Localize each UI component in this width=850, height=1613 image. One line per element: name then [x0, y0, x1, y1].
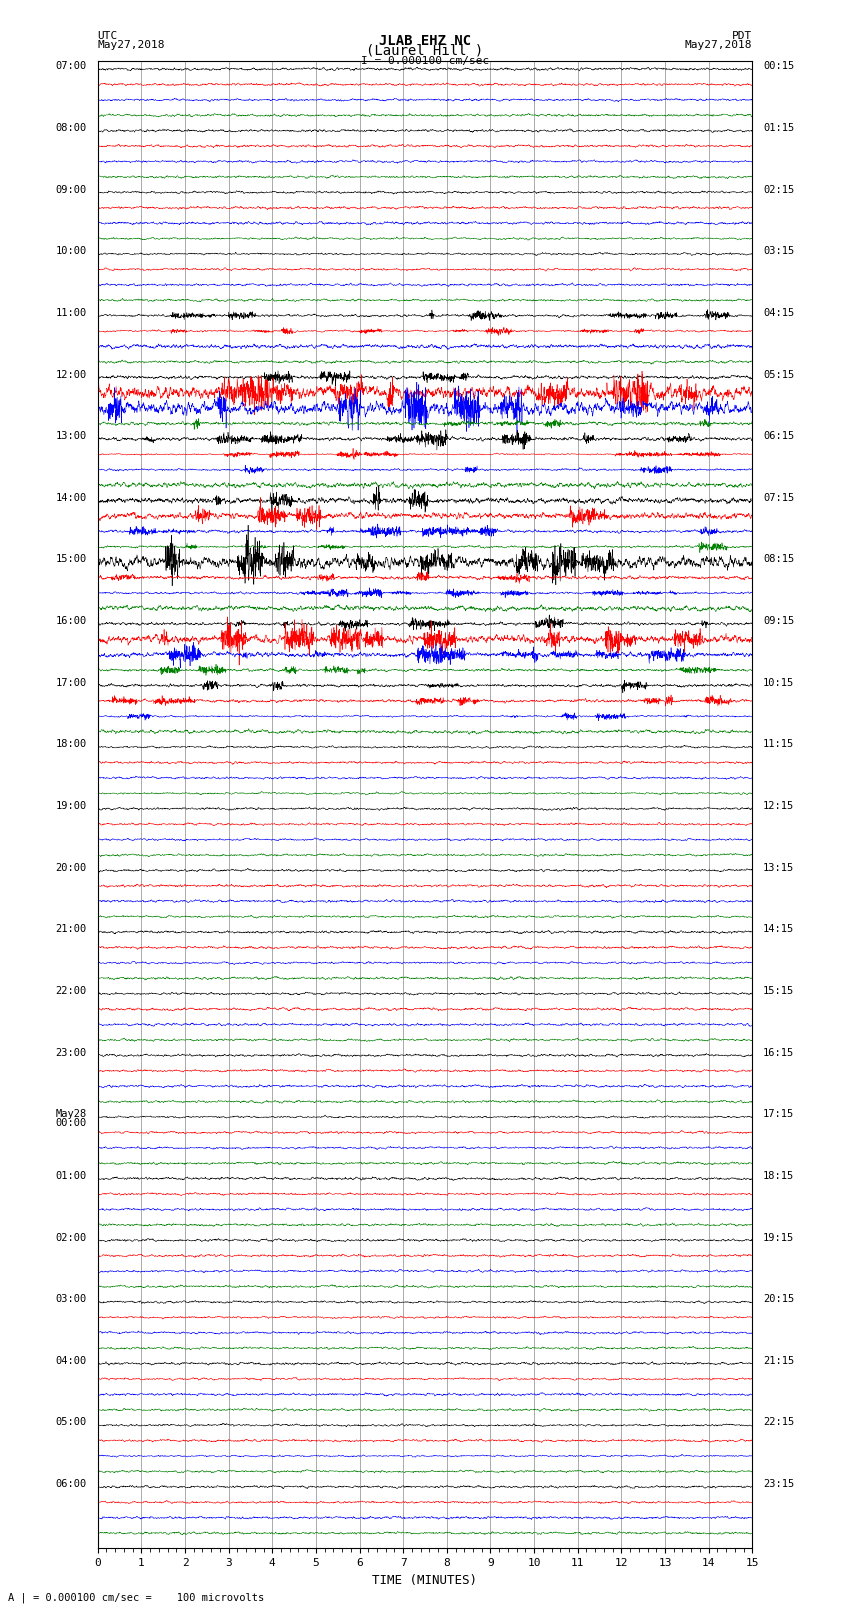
- Text: 04:00: 04:00: [55, 1357, 87, 1366]
- Text: 01:15: 01:15: [763, 123, 795, 132]
- Text: 08:00: 08:00: [55, 123, 87, 132]
- Text: 07:00: 07:00: [55, 61, 87, 71]
- Text: 11:15: 11:15: [763, 739, 795, 750]
- Text: 05:15: 05:15: [763, 369, 795, 379]
- Text: 20:00: 20:00: [55, 863, 87, 873]
- Text: 20:15: 20:15: [763, 1294, 795, 1305]
- Text: 23:00: 23:00: [55, 1047, 87, 1058]
- Text: 14:15: 14:15: [763, 924, 795, 934]
- Text: 12:15: 12:15: [763, 802, 795, 811]
- Text: 13:00: 13:00: [55, 431, 87, 442]
- Text: 14:00: 14:00: [55, 494, 87, 503]
- Text: 06:15: 06:15: [763, 431, 795, 442]
- Text: May27,2018: May27,2018: [98, 40, 165, 50]
- Text: 09:15: 09:15: [763, 616, 795, 626]
- Text: JLAB EHZ NC: JLAB EHZ NC: [379, 34, 471, 48]
- Text: 21:15: 21:15: [763, 1357, 795, 1366]
- Text: 03:00: 03:00: [55, 1294, 87, 1305]
- Text: 15:00: 15:00: [55, 555, 87, 565]
- Text: UTC: UTC: [98, 31, 118, 40]
- Text: 16:15: 16:15: [763, 1047, 795, 1058]
- Text: 17:15: 17:15: [763, 1110, 795, 1119]
- Text: 19:15: 19:15: [763, 1232, 795, 1242]
- Text: 13:15: 13:15: [763, 863, 795, 873]
- Text: 18:15: 18:15: [763, 1171, 795, 1181]
- Text: 08:15: 08:15: [763, 555, 795, 565]
- Text: 05:00: 05:00: [55, 1418, 87, 1428]
- Text: 19:00: 19:00: [55, 802, 87, 811]
- Text: 15:15: 15:15: [763, 986, 795, 995]
- Text: 07:15: 07:15: [763, 494, 795, 503]
- Text: 10:00: 10:00: [55, 247, 87, 256]
- Text: 01:00: 01:00: [55, 1171, 87, 1181]
- Text: 12:00: 12:00: [55, 369, 87, 379]
- Text: 04:15: 04:15: [763, 308, 795, 318]
- Text: 16:00: 16:00: [55, 616, 87, 626]
- Text: May28: May28: [55, 1110, 87, 1119]
- Text: (Laurel Hill ): (Laurel Hill ): [366, 44, 484, 58]
- Text: 00:15: 00:15: [763, 61, 795, 71]
- Text: 03:15: 03:15: [763, 247, 795, 256]
- Text: 23:15: 23:15: [763, 1479, 795, 1489]
- Text: A | = 0.000100 cm/sec =    100 microvolts: A | = 0.000100 cm/sec = 100 microvolts: [8, 1592, 264, 1603]
- Text: 22:00: 22:00: [55, 986, 87, 995]
- Text: 02:15: 02:15: [763, 184, 795, 195]
- Text: 22:15: 22:15: [763, 1418, 795, 1428]
- Text: 21:00: 21:00: [55, 924, 87, 934]
- Text: 17:00: 17:00: [55, 677, 87, 687]
- Text: 00:00: 00:00: [55, 1118, 87, 1127]
- Text: I = 0.000100 cm/sec: I = 0.000100 cm/sec: [361, 56, 489, 66]
- Text: May27,2018: May27,2018: [685, 40, 752, 50]
- Text: PDT: PDT: [732, 31, 752, 40]
- Text: 09:00: 09:00: [55, 184, 87, 195]
- X-axis label: TIME (MINUTES): TIME (MINUTES): [372, 1574, 478, 1587]
- Text: 06:00: 06:00: [55, 1479, 87, 1489]
- Text: 02:00: 02:00: [55, 1232, 87, 1242]
- Text: 11:00: 11:00: [55, 308, 87, 318]
- Text: 10:15: 10:15: [763, 677, 795, 687]
- Text: 18:00: 18:00: [55, 739, 87, 750]
